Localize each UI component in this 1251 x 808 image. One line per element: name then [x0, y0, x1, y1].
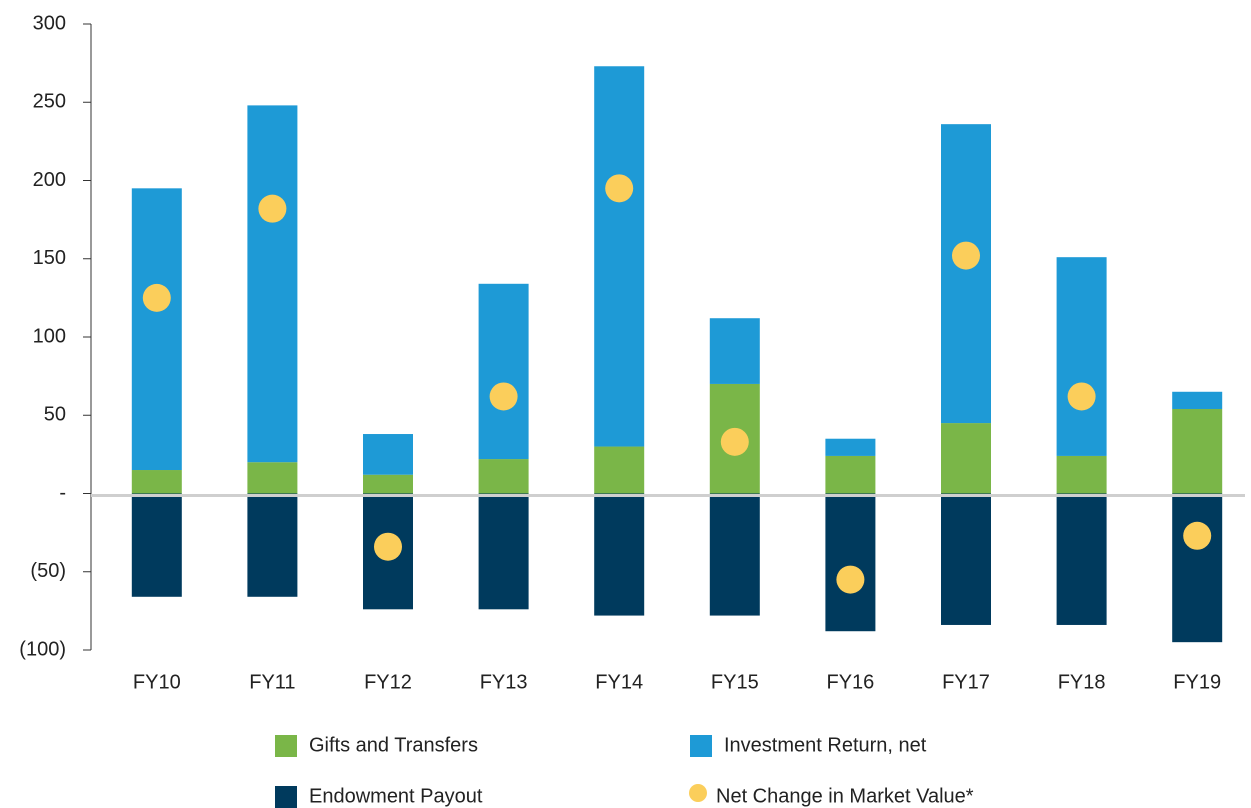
bar — [363, 474, 413, 494]
bar — [825, 493, 876, 632]
x-tick-label: FY15 — [711, 671, 759, 693]
dot — [258, 194, 287, 223]
bar — [1172, 408, 1223, 494]
bar — [594, 446, 645, 494]
y-tick-label: 100 — [33, 325, 66, 347]
bar — [478, 459, 529, 494]
y-tick-label: 300 — [33, 12, 66, 34]
bar — [247, 462, 298, 494]
dot — [720, 427, 749, 456]
bar — [1172, 391, 1223, 409]
bar — [1056, 455, 1107, 494]
bar — [941, 423, 991, 494]
legend-label: Gifts and Transfers — [309, 734, 478, 756]
x-tick-label: FY16 — [826, 671, 874, 693]
dot — [374, 532, 402, 561]
dot — [489, 382, 518, 411]
bar — [594, 493, 645, 616]
legend-swatch — [275, 786, 297, 808]
dot — [952, 241, 980, 270]
bar — [363, 434, 413, 475]
dot — [1183, 521, 1212, 550]
legend-swatch — [275, 735, 297, 757]
legend-label: Net Change in Market Value* — [716, 785, 974, 807]
bar — [709, 318, 760, 384]
legend-label: Investment Return, net — [724, 734, 927, 756]
y-tick-label: (100) — [19, 638, 66, 660]
dot — [142, 283, 171, 312]
legend-label: Endowment Payout — [309, 785, 483, 807]
bar — [825, 455, 876, 494]
bar — [131, 188, 182, 471]
bar — [941, 124, 991, 424]
bar — [247, 105, 298, 463]
dot — [1067, 382, 1096, 411]
x-tick-label: FY13 — [480, 671, 528, 693]
y-tick-label: - — [59, 482, 66, 504]
y-tick-label: 150 — [33, 247, 66, 269]
bar — [131, 470, 182, 494]
x-tick-label: FY11 — [249, 671, 295, 693]
y-tick-label: 50 — [44, 404, 66, 426]
bar — [1056, 493, 1107, 625]
x-tick-label: FY18 — [1058, 671, 1106, 693]
dot — [605, 174, 634, 203]
legend-swatch — [689, 784, 707, 802]
x-tick-label: FY10 — [133, 671, 181, 693]
bar — [478, 493, 529, 610]
bar — [594, 66, 645, 447]
bar — [941, 493, 991, 625]
bar — [1172, 493, 1223, 643]
x-tick-label: FY17 — [942, 671, 990, 693]
legend-swatch — [690, 735, 712, 757]
bar — [247, 493, 298, 597]
x-tick-label: FY12 — [364, 671, 412, 693]
dot — [836, 565, 865, 594]
y-tick-label: (50) — [30, 560, 66, 582]
x-tick-label: FY14 — [595, 671, 643, 693]
y-tick-label: 200 — [33, 169, 66, 191]
bar — [825, 438, 876, 456]
bar — [478, 283, 529, 460]
bar — [1056, 257, 1107, 456]
bar — [709, 493, 760, 616]
y-tick-label: 250 — [33, 91, 66, 113]
x-tick-label: FY19 — [1173, 671, 1221, 693]
bar — [131, 493, 182, 597]
